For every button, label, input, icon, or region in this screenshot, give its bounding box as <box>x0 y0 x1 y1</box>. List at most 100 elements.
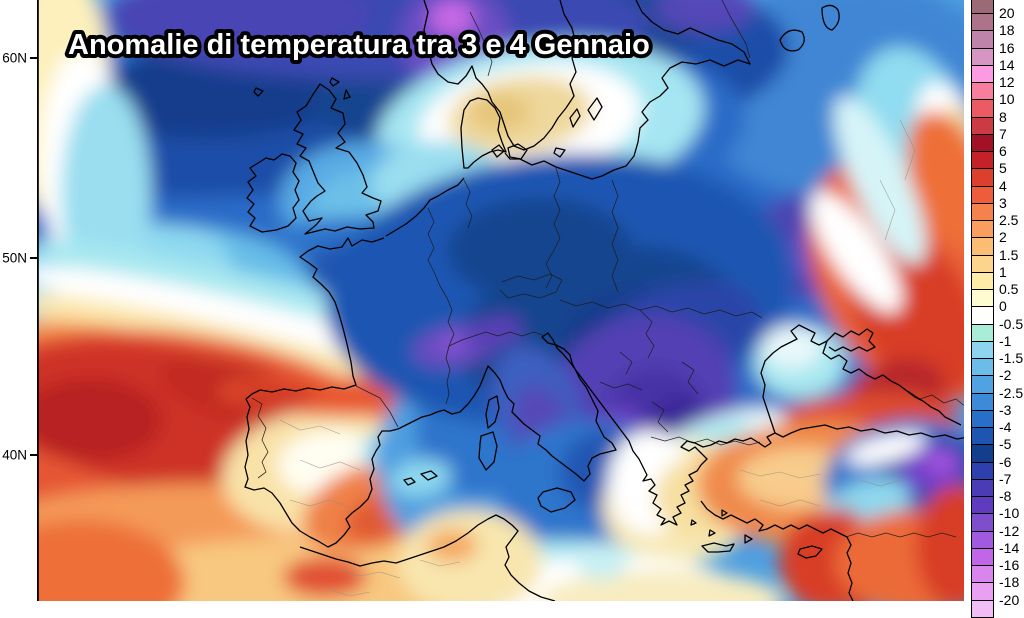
coastline-path <box>423 0 577 151</box>
colorbar-tick-label: -2.5 <box>999 384 1024 401</box>
coastline-path <box>537 487 576 513</box>
colorbar-segment <box>971 461 994 480</box>
colorbar-tick-label: -10 <box>999 505 1020 522</box>
country-border-path <box>611 179 619 293</box>
colorbar-tick-label: 3 <box>999 194 1007 211</box>
colorbar-segment <box>971 13 994 32</box>
colorbar-tick-label: -0.5 <box>999 315 1024 332</box>
colorbar-segment <box>971 392 994 411</box>
colorbar-segment <box>971 220 994 239</box>
latitude-tick <box>30 57 37 59</box>
colorbar-segment <box>971 323 994 342</box>
colorbar-segment <box>971 99 994 118</box>
colorbar-tick-label: 0.5 <box>999 281 1019 297</box>
colorbar-segment <box>971 547 994 566</box>
colorbar-tick-label: -3 <box>999 401 1012 418</box>
coastline-path <box>253 77 351 100</box>
coastline-path <box>491 143 528 160</box>
colorbar-segment <box>971 116 994 135</box>
colorbar-segment <box>971 582 994 601</box>
colorbar-tick-label: 20 <box>999 5 1015 21</box>
anomaly-blob <box>430 1 474 35</box>
anomaly-blob <box>575 542 627 580</box>
colorbar-tick-label: 1.5 <box>999 246 1019 263</box>
colorbar-tick-label: -2 <box>999 367 1012 384</box>
coastline-path <box>244 237 970 548</box>
admin-border-path <box>329 559 461 597</box>
coastline-path <box>246 153 300 233</box>
latitude-label: 60N <box>2 50 27 66</box>
colorbar-tick-label: -8 <box>999 488 1012 504</box>
latitude-label: 50N <box>2 250 27 266</box>
country-border-path <box>559 299 763 319</box>
colorbar-tick-label: -14 <box>999 539 1020 556</box>
colorbar-segment <box>971 530 994 549</box>
country-border-path <box>599 351 699 433</box>
coastline-path <box>485 395 500 429</box>
colorbar-tick-label: 1 <box>999 263 1007 280</box>
coastline-path <box>690 509 753 544</box>
colorbar-segment <box>971 151 994 170</box>
anomaly-blob <box>37 378 162 462</box>
coastline-path <box>553 147 566 158</box>
coastline-path <box>826 328 876 352</box>
anomaly-blob <box>426 530 478 562</box>
colorbar-segment <box>971 375 994 394</box>
anomaly-blob <box>916 485 970 601</box>
colorbar-tick-label: 14 <box>999 56 1015 73</box>
anomaly-blob <box>655 0 755 32</box>
anomaly-blob <box>37 520 185 601</box>
coastline-path <box>293 83 382 235</box>
admin-border-path <box>739 469 901 507</box>
colorbar-segment <box>971 168 994 187</box>
colorbar-tick-label: -1 <box>999 332 1012 349</box>
colorbar-tick-label: -7 <box>999 470 1012 487</box>
colorbar-tick-label: 8 <box>999 108 1007 125</box>
anomaly-blob <box>439 334 465 352</box>
country-border-path <box>448 331 546 347</box>
anomaly-blob <box>390 459 452 497</box>
colorbar-segment <box>971 64 994 83</box>
colorbar-segment <box>971 358 994 377</box>
country-border-path <box>469 11 493 77</box>
colorbar-tick-label: 2.5 <box>999 212 1019 228</box>
anomaly-blob <box>283 557 367 597</box>
admin-border-path <box>279 419 361 509</box>
country-border-path <box>251 397 269 479</box>
colorbar-segment <box>971 496 994 515</box>
anomaly-field <box>37 0 970 601</box>
map-left-border <box>37 0 39 601</box>
colorbar-tick-label: 2 <box>999 229 1007 246</box>
colorbar-tick-label: 10 <box>999 91 1015 108</box>
latitude-label: 40N <box>2 447 27 463</box>
colorbar-tick-label: -16 <box>999 557 1020 573</box>
colorbar-segment <box>971 271 994 290</box>
colorbar-tick-label: 4 <box>999 177 1007 194</box>
coastline-path <box>504 0 751 180</box>
coastline-path <box>569 97 603 128</box>
latitude-axis: 60N 50N 40N <box>0 0 37 601</box>
colorbar-tick-label: -6 <box>999 453 1012 470</box>
anomaly-blob <box>809 191 903 313</box>
admin-border-path <box>879 119 916 241</box>
colorbar-tick-label: -5 <box>999 436 1012 453</box>
anomaly-blob <box>230 382 314 414</box>
country-border-path <box>355 385 399 428</box>
anomaly-blob <box>762 325 822 369</box>
country-border-path <box>545 167 561 289</box>
colorbar-segment <box>971 599 994 618</box>
colorbar-tick-label: -18 <box>999 574 1020 591</box>
latitude-tick <box>30 257 37 259</box>
colorbar-segment <box>971 478 994 497</box>
colorbar-tick-label: 18 <box>999 22 1015 39</box>
colorbar-segment <box>971 202 994 221</box>
anomaly-blob <box>448 198 632 302</box>
country-border-path <box>650 436 761 446</box>
colorbar-tick-label: 16 <box>999 39 1015 56</box>
colorbar-tick-label: 6 <box>999 143 1007 159</box>
coastline-path <box>299 514 556 601</box>
color-scale-legend: 20 18 16 14 12 10 8 7 6 5 4 3 2.5 2 1.5 1 0.5 0 -0.5 -1 -1.5… <box>964 0 1024 618</box>
colorbar-segment <box>971 30 994 49</box>
colorbar-segment <box>971 427 994 446</box>
